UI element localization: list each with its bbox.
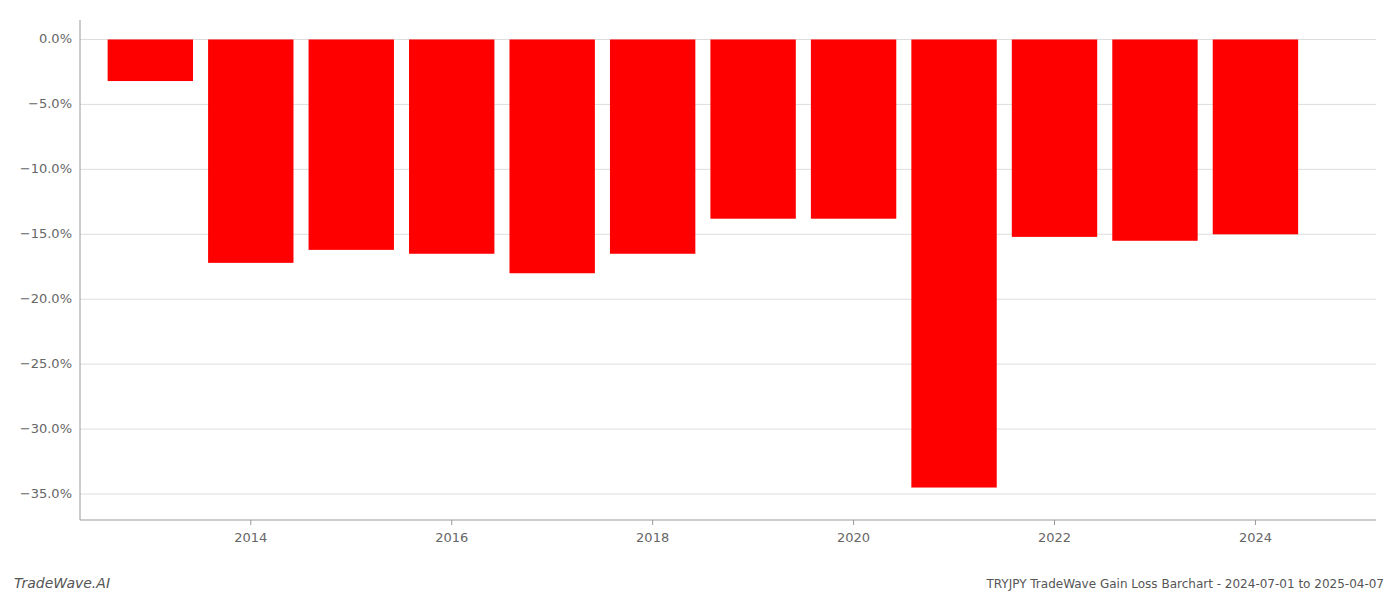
bar: [710, 39, 795, 218]
chart-container: 0.0% −5.0% −10.0% −15.0% −20.0% −25.0% −30.0% −…: [0, 0, 1400, 600]
y-tick-label: −10.0%: [20, 161, 72, 176]
x-tick-label: 2020: [837, 530, 870, 545]
y-tick-label: −15.0%: [20, 226, 72, 241]
x-tick-label: 2018: [636, 530, 669, 545]
y-tick-labels: 0.0% −5.0% −10.0% −15.0% −20.0% −25.0% −30.0% −…: [20, 31, 72, 501]
bar: [108, 39, 193, 81]
chart: 0.0% −5.0% −10.0% −15.0% −20.0% −25.0% −30.0% −…: [0, 0, 1400, 600]
x-tick: [652, 520, 653, 525]
bar: [1213, 39, 1298, 234]
x-axis-line: [80, 520, 1376, 521]
x-tick: [250, 520, 251, 525]
y-tick-label: −20.0%: [20, 291, 72, 306]
bar: [911, 39, 996, 487]
x-tick-label: 2014: [234, 530, 267, 545]
grid-line: [80, 429, 1376, 430]
x-ticks: 2014 2016 2018 2020 2022 2024: [234, 520, 1272, 545]
title: TRYJPY TradeWave Gain Loss Barchart - 20…: [985, 577, 1384, 591]
grid-line: [80, 364, 1376, 365]
bar: [1012, 39, 1097, 236]
grid-line: [80, 299, 1376, 300]
y-tick-label: −25.0%: [20, 356, 72, 371]
bar: [811, 39, 896, 218]
bar: [409, 39, 494, 253]
x-tick-label: 2022: [1038, 530, 1071, 545]
bar: [309, 39, 394, 249]
x-tick-label: 2016: [435, 530, 468, 545]
y-tick-label: −35.0%: [20, 486, 72, 501]
bar: [1112, 39, 1197, 240]
bar: [610, 39, 695, 253]
x-tick: [853, 520, 854, 525]
x-tick-label: 2024: [1239, 530, 1272, 545]
y-tick-label: −30.0%: [20, 421, 72, 436]
x-tick: [1054, 520, 1055, 525]
grid-line: [80, 494, 1376, 495]
watermark: TradeWave.AI: [14, 575, 110, 591]
y-tick-label: −5.0%: [28, 96, 72, 111]
bar: [208, 39, 293, 262]
y-axis-line: [80, 20, 81, 520]
x-tick: [1255, 520, 1256, 525]
x-tick: [451, 520, 452, 525]
y-grid: [80, 39, 1376, 494]
y-tick-label: 0.0%: [39, 31, 72, 46]
bars: [108, 39, 1299, 487]
bar: [509, 39, 594, 273]
